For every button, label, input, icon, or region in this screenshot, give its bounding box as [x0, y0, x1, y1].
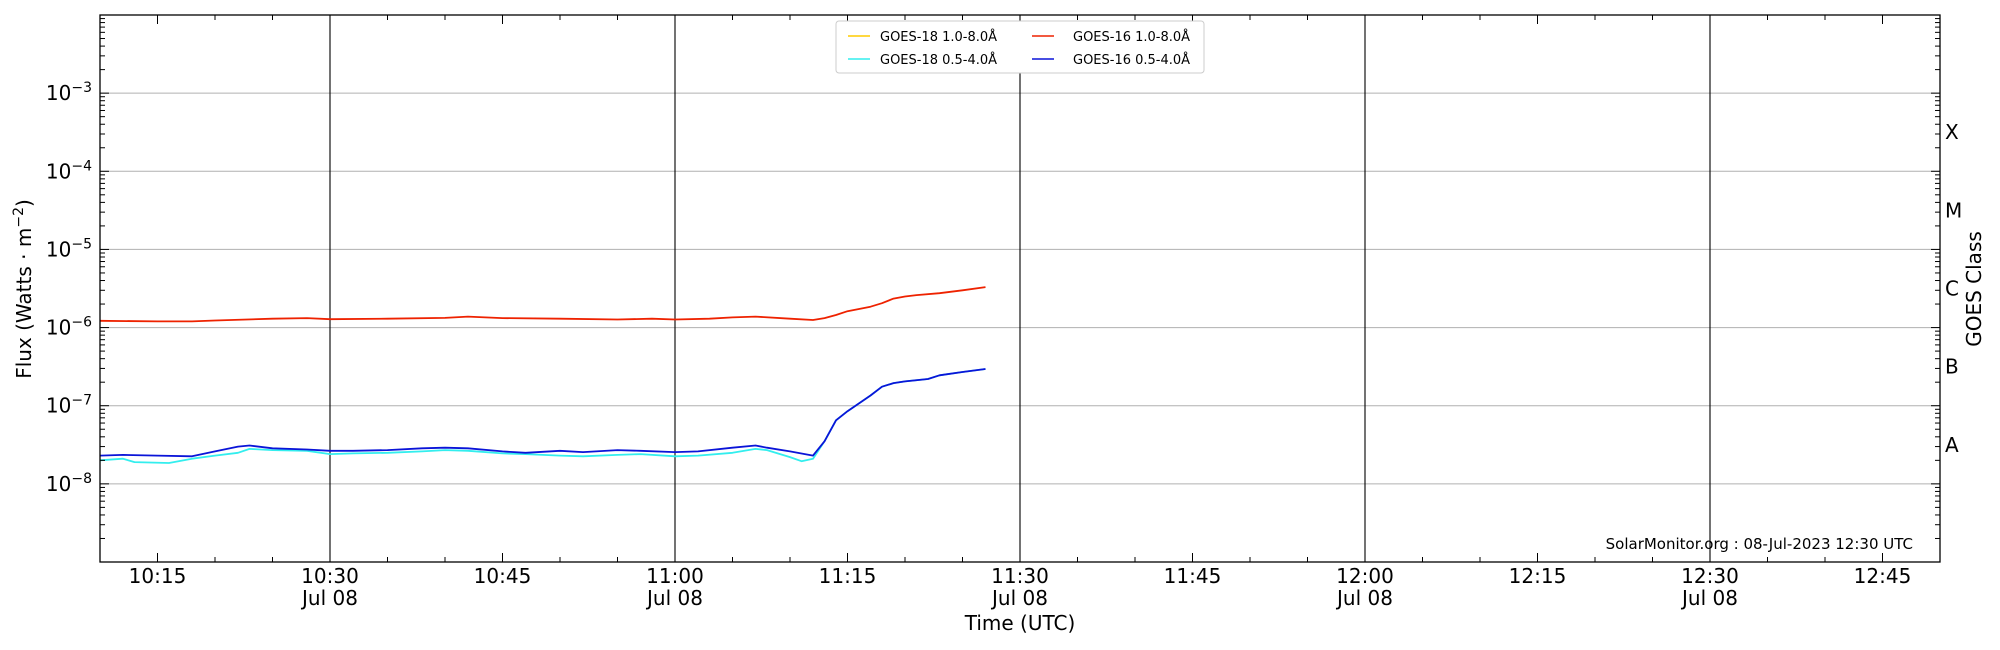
x-tick-label: 10:30 — [301, 564, 359, 588]
y-tick-label: 10−8 — [46, 471, 92, 496]
x-tick-label: 11:15 — [819, 564, 877, 588]
y-tick-exponent: −3 — [71, 80, 92, 96]
goes-class-m: M — [1945, 198, 1962, 222]
x-tick-date: Jul 08 — [645, 586, 703, 610]
time-marker-lines — [329, 15, 1711, 562]
series-line-1 — [99, 286, 986, 323]
y-axis-label-close: ) — [12, 199, 36, 207]
legend-label-0: GOES-18 1.0-8.0Å — [880, 29, 997, 45]
goes-class-a: A — [1945, 433, 1959, 457]
y-tick-label: 10−4 — [46, 158, 92, 183]
y-tick-exponent: −6 — [71, 315, 92, 331]
y-tick-label: 10−6 — [46, 315, 92, 340]
series-line-3 — [99, 368, 986, 458]
x-tick-label: 12:00 — [1336, 564, 1394, 588]
x-tick-date: Jul 08 — [300, 586, 358, 610]
y-tick-exponent: −4 — [71, 158, 92, 174]
y-tick-exponent: −5 — [71, 236, 92, 252]
y-tick-exponent: −8 — [71, 471, 92, 487]
y-tick-base: 10 — [46, 394, 71, 418]
x-tick-label: 11:30 — [991, 564, 1049, 588]
legend-box — [835, 20, 1205, 74]
y-tick-base: 10 — [46, 237, 71, 261]
x-tick-label: 12:45 — [1854, 564, 1912, 588]
legend-label-1: GOES-16 1.0-8.0Å — [1073, 29, 1190, 45]
y-tick-base: 10 — [46, 316, 71, 340]
goes-class-b: B — [1945, 355, 1959, 379]
y-tick-base: 10 — [46, 472, 71, 496]
y-tick-exponent: −7 — [71, 393, 92, 409]
goes-class-c: C — [1945, 277, 1959, 301]
x-axis-label: Time (UTC) — [964, 611, 1076, 635]
goes-class-x: X — [1945, 120, 1959, 144]
source-annotation: SolarMonitor.org : 08-Jul-2023 12:30 UTC — [1606, 535, 1913, 553]
y-axis-label: Flux (Watts · m−2) — [11, 199, 36, 379]
y-tick-labels: 10−810−710−610−510−410−3 — [46, 80, 92, 496]
x-tick-label: 12:30 — [1681, 564, 1739, 588]
y-tick-base: 10 — [46, 81, 71, 105]
x-tick-label: 11:00 — [646, 564, 704, 588]
y-tick-label: 10−3 — [46, 80, 92, 105]
x-tick-date: Jul 08 — [1335, 586, 1393, 610]
x-tick-label: 12:15 — [1509, 564, 1567, 588]
axis-ticks — [100, 14, 1940, 563]
legend: GOES-18 1.0-8.0Å GOES-18 0.5-4.0Å GOES-16 … — [835, 20, 1205, 74]
x-tick-label: 11:45 — [1164, 564, 1222, 588]
legend-label-2: GOES-18 0.5-4.0Å — [880, 52, 997, 68]
goes-class-labels: A B C M X — [1945, 120, 1962, 457]
y-tick-label: 10−5 — [46, 236, 92, 261]
y-axis-label-superscript: −2 — [11, 207, 27, 228]
legend-label-3: GOES-16 0.5-4.0Å — [1073, 52, 1190, 68]
x-tick-date: Jul 08 — [1680, 586, 1738, 610]
y-axis-label-main: Flux (Watts · m — [12, 228, 36, 379]
x-tick-date: Jul 08 — [990, 586, 1048, 610]
goes-class-axis-label: GOES Class — [1962, 231, 1986, 347]
series-lines — [99, 286, 986, 464]
x-tick-label: 10:15 — [129, 564, 187, 588]
y-tick-label: 10−7 — [46, 393, 92, 418]
y-tick-base: 10 — [46, 159, 71, 183]
x-tick-label: 10:45 — [474, 564, 532, 588]
